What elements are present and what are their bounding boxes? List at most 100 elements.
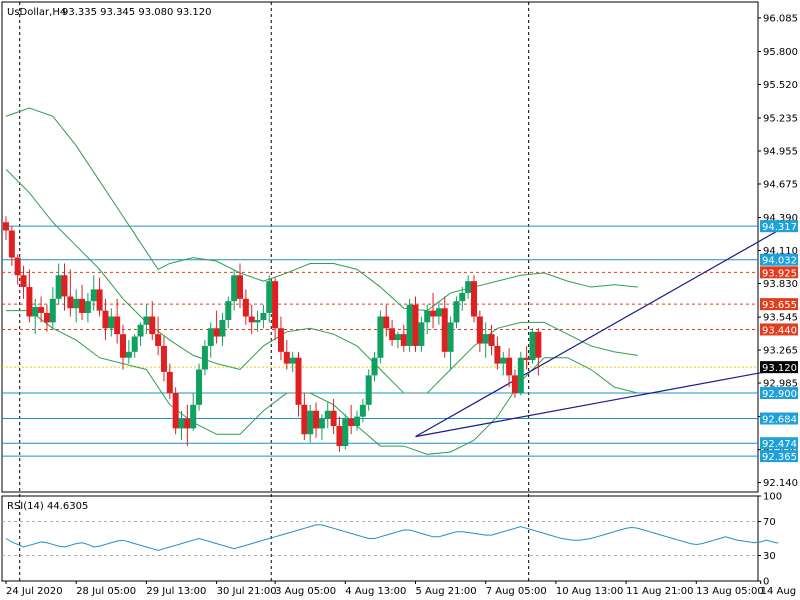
candle-body bbox=[277, 328, 284, 352]
candle-body bbox=[219, 320, 226, 337]
resistance-price-tag-bg bbox=[760, 266, 798, 279]
candle-body bbox=[260, 312, 267, 321]
support-price-tag-bg bbox=[760, 412, 798, 425]
y-tick-label: 95.520 bbox=[763, 80, 798, 91]
candle-body bbox=[8, 230, 15, 258]
channel-upper-line bbox=[415, 229, 779, 438]
candle-body bbox=[248, 316, 255, 323]
y-tick-label: 94.955 bbox=[763, 147, 798, 158]
candle-body bbox=[184, 418, 191, 429]
candle-body bbox=[476, 316, 483, 344]
candle-body bbox=[494, 345, 501, 364]
candle-body bbox=[482, 334, 489, 344]
y-tick-label: 94.110 bbox=[763, 246, 798, 257]
candle-body bbox=[254, 320, 261, 323]
candle-body bbox=[517, 357, 524, 394]
candle-body bbox=[506, 357, 513, 376]
candle-body bbox=[196, 369, 203, 405]
candle-body bbox=[166, 371, 173, 394]
candle-body bbox=[32, 307, 39, 317]
ohlc-label: 93.335 93.345 93.080 93.120 bbox=[62, 7, 212, 18]
candle-body bbox=[143, 316, 150, 325]
candle-body bbox=[79, 298, 86, 313]
resistance-price-tag: 93.440 bbox=[762, 325, 797, 336]
support-price-tag: 92.900 bbox=[762, 389, 797, 400]
resistance-price-tag-bg bbox=[760, 323, 798, 336]
candle-body bbox=[465, 281, 472, 293]
candle-body bbox=[49, 298, 56, 323]
candle-body bbox=[231, 275, 238, 302]
candle-body bbox=[441, 308, 448, 352]
rsi-y-tick-label: 70 bbox=[763, 517, 776, 528]
candle-body bbox=[336, 426, 343, 447]
rsi-y-tick-label: 0 bbox=[763, 577, 769, 588]
candle-body bbox=[318, 418, 325, 429]
candle-body bbox=[178, 418, 185, 429]
x-tick-label: 14 Aug 13:00 bbox=[761, 586, 800, 597]
candle-body bbox=[73, 298, 80, 309]
candle-body bbox=[412, 304, 419, 346]
x-tick-label: 28 Jul 05:00 bbox=[76, 586, 136, 597]
x-tick-label: 10 Aug 13:00 bbox=[556, 586, 623, 597]
candle-body bbox=[447, 322, 454, 352]
candle-body bbox=[377, 316, 384, 358]
candle-body bbox=[365, 375, 372, 405]
x-tick-label: 30 Jul 21:00 bbox=[217, 586, 277, 597]
candle-body bbox=[359, 404, 366, 417]
resistance-price-tag-bg bbox=[760, 298, 798, 311]
support-price-tag-bg bbox=[760, 253, 798, 266]
candle-body bbox=[511, 375, 518, 394]
candle-body bbox=[394, 334, 401, 341]
candle-body bbox=[114, 316, 121, 335]
candle-body bbox=[149, 316, 156, 335]
candle-body bbox=[14, 257, 21, 276]
candle-body bbox=[400, 334, 407, 346]
candle-body bbox=[120, 334, 126, 358]
candle-body bbox=[102, 310, 109, 329]
candle-body bbox=[453, 301, 460, 323]
y-tick-label: 94.675 bbox=[763, 179, 798, 190]
candle-body bbox=[67, 296, 74, 309]
candle-body bbox=[371, 357, 378, 376]
support-price-tag-bg bbox=[760, 437, 798, 450]
rsi-panel-frame bbox=[1, 495, 759, 582]
y-tick-label: 93.545 bbox=[763, 313, 798, 324]
y-tick-label: 96.085 bbox=[763, 13, 798, 24]
candle-body bbox=[20, 275, 27, 288]
candle-body bbox=[90, 289, 97, 302]
last-price-tag: 93.120 bbox=[762, 363, 797, 374]
candle-body bbox=[96, 289, 103, 311]
rsi-title: RSI(14) 44.6305 bbox=[7, 501, 88, 512]
rsi-line bbox=[5, 524, 779, 551]
candle-body bbox=[108, 316, 115, 329]
x-tick-label: 5 Aug 21:00 bbox=[416, 586, 477, 597]
x-tick-label: 13 Aug 05:00 bbox=[696, 586, 763, 597]
candle-body bbox=[3, 222, 9, 231]
y-tick-label: 95.235 bbox=[763, 114, 798, 125]
last-price-tag-bg bbox=[760, 361, 798, 374]
bollinger-upper-line bbox=[5, 107, 638, 312]
rsi-y-tick-label: 30 bbox=[763, 551, 776, 562]
candle-body bbox=[201, 345, 208, 370]
candle-body bbox=[500, 357, 507, 364]
candle-body bbox=[225, 301, 232, 321]
x-tick-label: 4 Aug 13:00 bbox=[345, 586, 406, 597]
candle-body bbox=[26, 287, 33, 317]
candle-body bbox=[418, 322, 425, 346]
candle-body bbox=[307, 410, 314, 435]
candle-body bbox=[38, 307, 45, 313]
candle-body bbox=[535, 331, 542, 358]
candle-body bbox=[389, 328, 396, 341]
candle-body bbox=[242, 298, 249, 317]
candle-body bbox=[471, 281, 477, 317]
candle-body bbox=[354, 416, 360, 427]
support-price-tag-bg bbox=[760, 220, 798, 233]
support-price-tag: 92.684 bbox=[762, 415, 797, 426]
chart-title: UsDollar,H4 bbox=[7, 7, 66, 18]
candle-body bbox=[324, 410, 331, 419]
support-price-tag: 94.317 bbox=[762, 222, 797, 233]
candle-body bbox=[131, 336, 138, 352]
support-price-tag: 92.474 bbox=[762, 439, 797, 450]
x-tick-label: 24 Jul 2020 bbox=[6, 586, 63, 597]
candle-body bbox=[430, 310, 437, 317]
